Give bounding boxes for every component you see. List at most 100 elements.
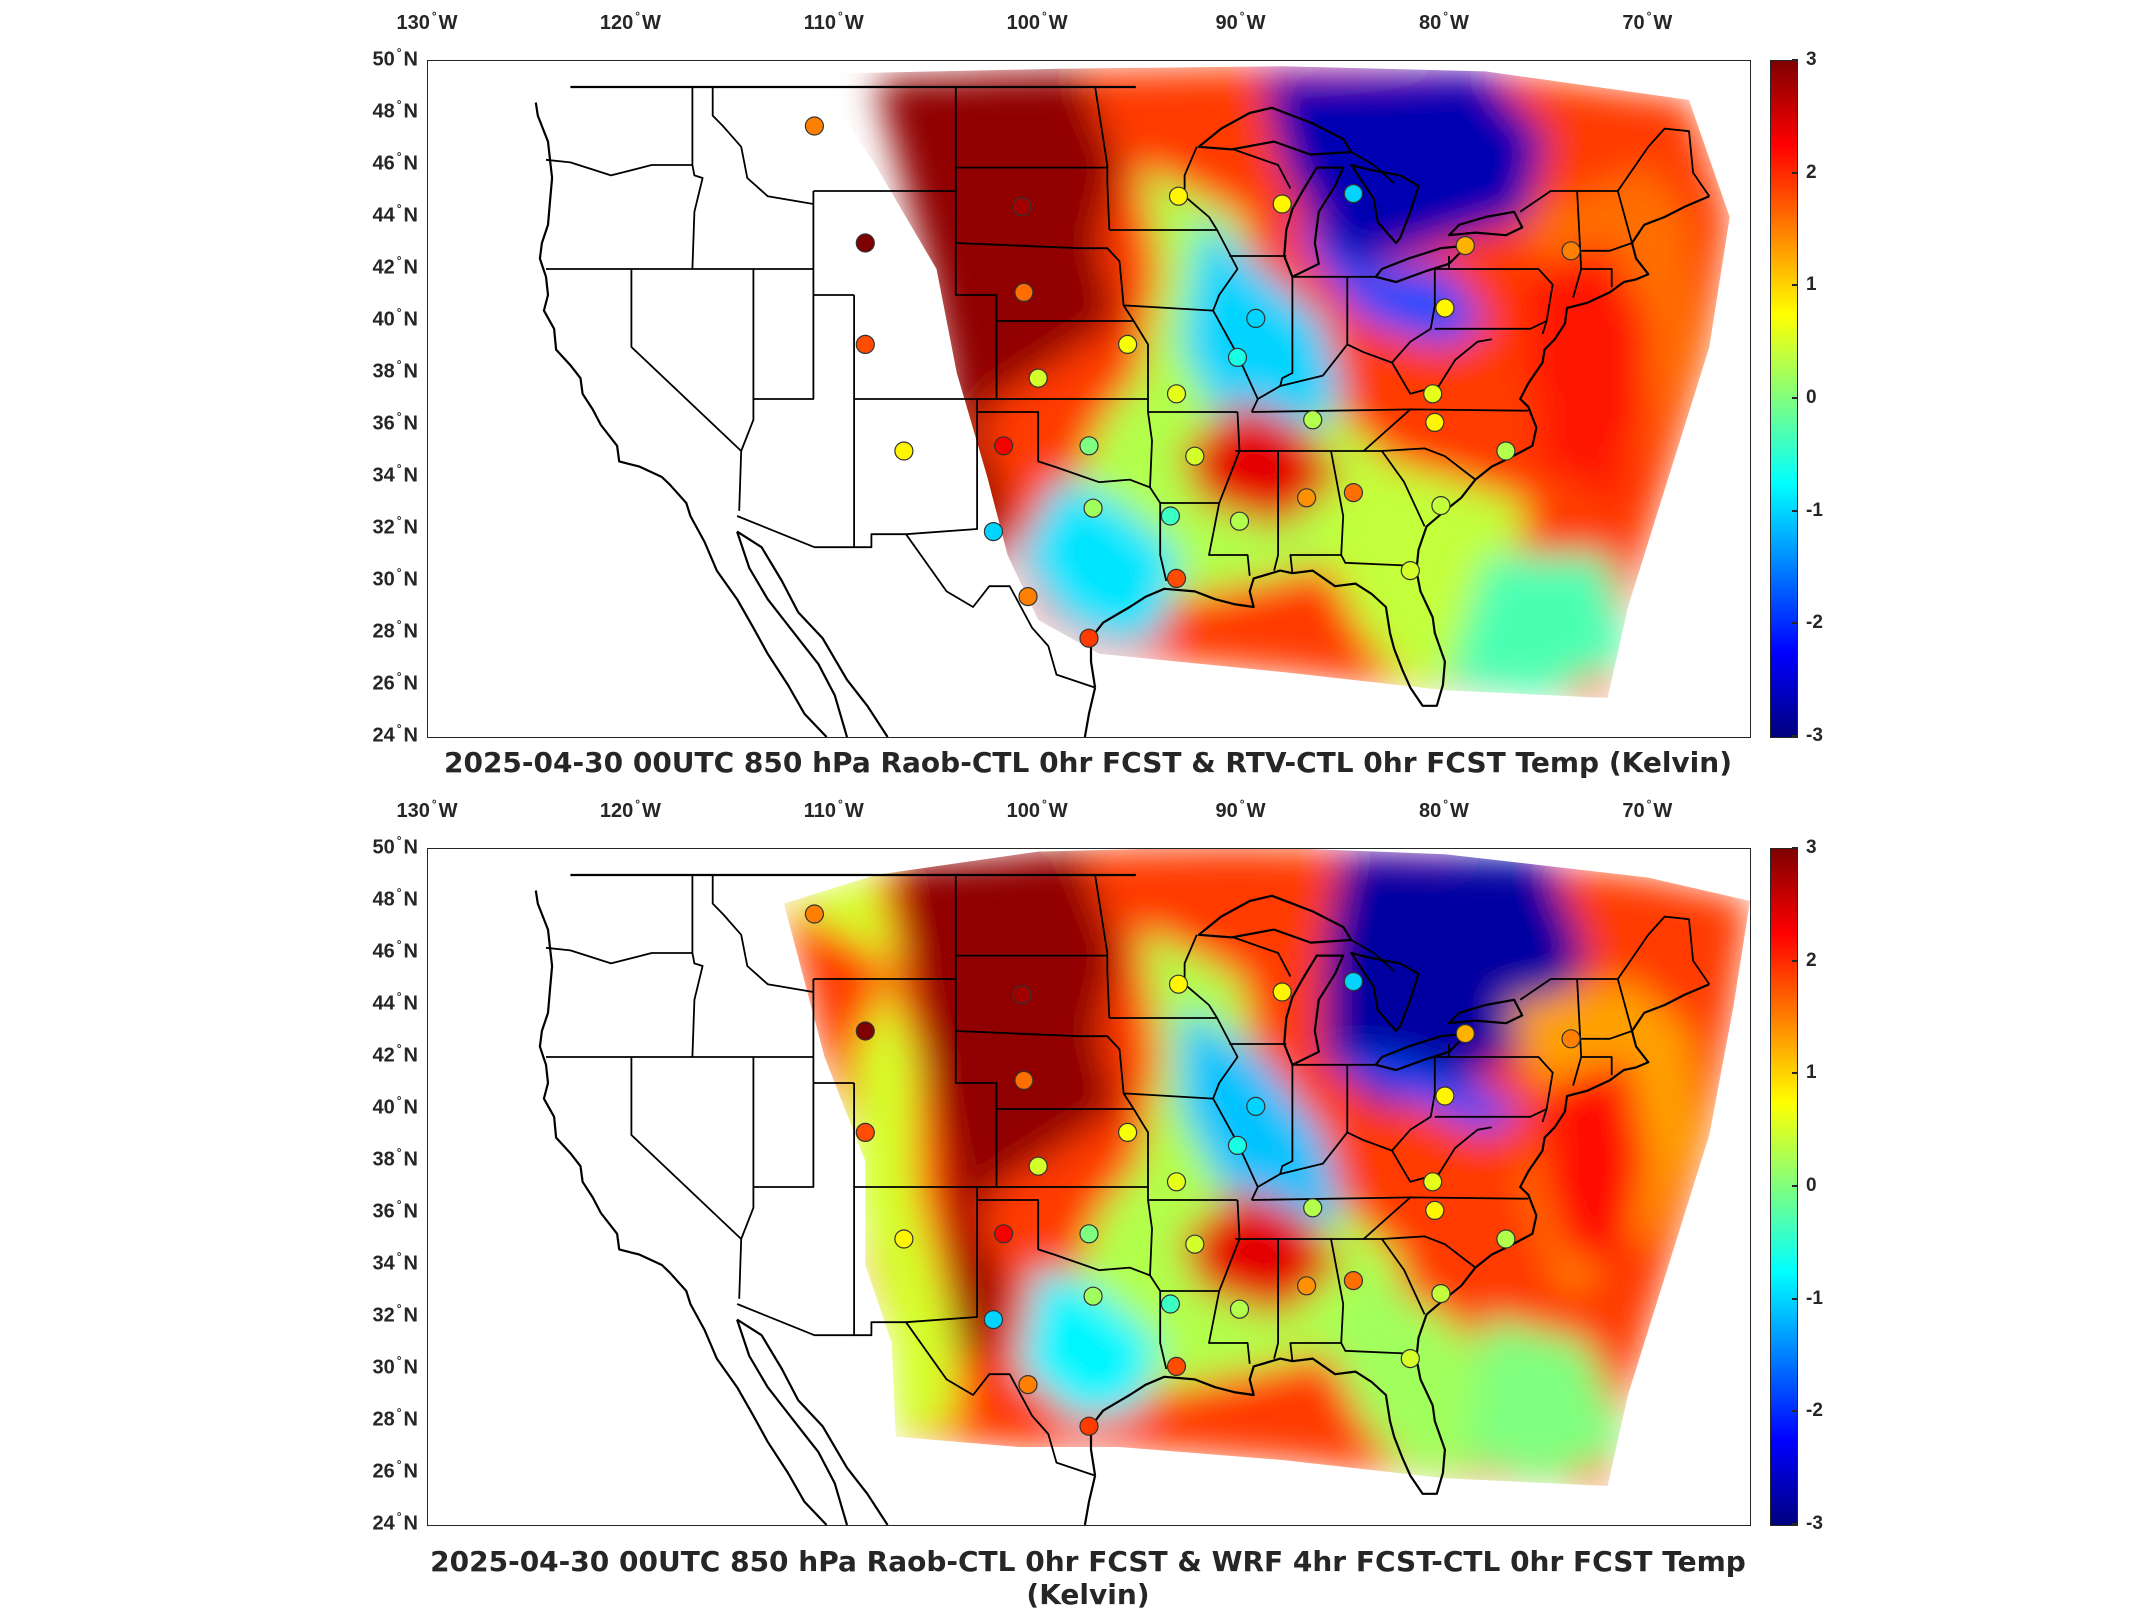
colorbar-tick-mark: [1792, 59, 1798, 61]
raob-station-marker: [1166, 1356, 1187, 1377]
longitude-tick-label: 100 ° W: [1006, 797, 1068, 822]
latitude-tick-label: 40 ° N: [372, 1093, 418, 1119]
state-border: [630, 269, 742, 452]
raob-station-marker: [855, 1021, 875, 1041]
longitude-tick-label: 110 ° W: [803, 797, 864, 822]
map-plot-area: [427, 60, 1751, 738]
lake-outline: [1350, 951, 1420, 1033]
latitude-tick-label: 50 ° N: [372, 833, 418, 859]
state-border: [1434, 268, 1554, 335]
state-border: [1257, 1064, 1294, 1188]
state-border: [1357, 1238, 1426, 1315]
state-border: [1123, 146, 1239, 312]
state-border: [1391, 338, 1492, 395]
raob-station-marker: [1166, 568, 1187, 589]
raob-station-marker: [1561, 241, 1581, 261]
colorbar-tick-mark: [1792, 1297, 1798, 1300]
latitude-tick-label: 28 ° N: [372, 617, 418, 643]
raob-station-marker: [1246, 308, 1266, 328]
raob-station-marker: [1227, 1135, 1248, 1155]
lake-outline: [1283, 954, 1345, 1066]
state-border: [1233, 148, 1292, 189]
state-border: [1208, 1199, 1251, 1364]
map-outlines: [534, 85, 1711, 737]
raob-station-marker: [894, 1229, 914, 1249]
state-border: [1251, 1196, 1529, 1201]
field-patch: [875, 71, 1120, 582]
raob-station-marker: [1343, 184, 1364, 204]
colorbar-tick-label: 0: [1806, 1175, 1817, 1196]
raob-station-marker: [1079, 1224, 1099, 1244]
raob-station-marker: [804, 904, 824, 924]
field-patch: [1322, 851, 1588, 1109]
state-border: [738, 1057, 755, 1299]
raob-station-marker: [1343, 972, 1364, 992]
raob-station-marker: [1079, 1416, 1099, 1436]
map-title: 2025-04-30 00UTC 850 hPa Raob-CTL 0hr FC…: [430, 1545, 1746, 1611]
raob-station-marker: [1018, 586, 1038, 607]
state-border: [1434, 1056, 1554, 1123]
raob-station-marker: [1435, 298, 1455, 318]
state-border: [1147, 411, 1153, 488]
colorbar-tick-label: 0: [1806, 387, 1817, 408]
raob-station-marker: [1014, 282, 1034, 302]
state-border: [1357, 450, 1426, 527]
state-border: [691, 875, 704, 1058]
latitude-tick-label: 42 ° N: [372, 253, 418, 279]
state-border: [977, 411, 1168, 582]
state-border: [753, 295, 815, 400]
latitude-tick-label: 48 ° N: [372, 885, 418, 911]
coastline: [1083, 1475, 1097, 1525]
raob-station-marker: [1018, 1374, 1038, 1395]
state-border: [812, 191, 855, 296]
colorbar-tick-label: 2: [1806, 949, 1817, 971]
coastline: [534, 102, 828, 737]
latitude-tick-label: 26 ° N: [372, 1457, 418, 1483]
coastline: [736, 1318, 889, 1525]
state-border: [1363, 1196, 1411, 1240]
raob-station-marker: [855, 1122, 875, 1142]
state-border: [853, 87, 998, 400]
raob-markers: [804, 904, 1581, 1436]
raob-station-marker: [1303, 410, 1323, 430]
field-layer: [783, 849, 1750, 1486]
state-border: [1212, 310, 1259, 413]
colorbar-tick-label: 3: [1806, 49, 1817, 70]
state-border: [1273, 450, 1358, 571]
state-border: [1391, 1126, 1492, 1183]
raob-station-marker: [855, 233, 875, 253]
longitude-tick-label: 120 ° W: [599, 797, 661, 822]
state-border: [1519, 190, 1578, 213]
lake-outline: [1197, 894, 1353, 944]
state-border: [905, 1321, 1096, 1477]
raob-station-marker: [1160, 506, 1181, 526]
colorbar-tick-mark: [1792, 171, 1798, 174]
latitude-tick-label: 46 ° N: [372, 937, 418, 963]
latitude-tick-label: 24 ° N: [372, 1509, 418, 1535]
latitude-tick-label: 46 ° N: [372, 149, 418, 175]
coastline: [736, 530, 889, 737]
field-patch: [783, 875, 957, 1437]
raob-station-marker: [1227, 347, 1248, 367]
colorbar-tick-mark: [1792, 284, 1798, 287]
state-border: [1289, 450, 1345, 574]
coastline: [1089, 195, 1710, 707]
latitude-tick-label: 40 ° N: [372, 305, 418, 331]
lake-outline: [1447, 998, 1524, 1025]
colorbar-tick-label: 1: [1806, 274, 1817, 296]
colorbar-tick-mark: [1792, 622, 1798, 625]
colorbar-tick-label: -3: [1806, 725, 1823, 746]
latitude-tick-label: 34 ° N: [372, 461, 418, 487]
raob-station-marker: [1561, 1029, 1581, 1049]
raob-station-marker: [894, 441, 914, 461]
map-panel-top: 130 ° W 120 ° W 110 ° W 100 ° W 90 ° W 80 ° W 70 ° W 50 ° N 48 °…: [0, 0, 2133, 800]
raob-station-marker: [1496, 1229, 1516, 1249]
state-border: [1279, 343, 1349, 387]
colorbar: [1770, 60, 1798, 738]
state-border: [1273, 1238, 1358, 1359]
state-border: [1350, 151, 1395, 184]
raob-markers: [804, 116, 1581, 648]
colorbar-tick-label: -2: [1806, 612, 1823, 634]
state-border: [1434, 320, 1547, 330]
latitude-tick-label: 30 ° N: [372, 1353, 418, 1379]
